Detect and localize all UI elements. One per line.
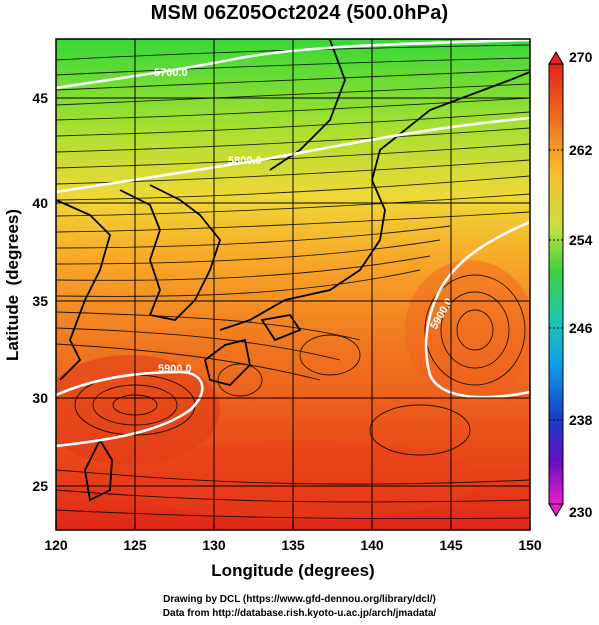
colorbar-tick: 270 <box>569 49 593 65</box>
y-tick-label: 45 <box>32 90 48 106</box>
colorbar-tick: 230 <box>569 504 593 520</box>
x-tick-label: 120 <box>44 537 68 553</box>
credit-data: Data from http://database.rish.kyoto-u.a… <box>162 608 437 619</box>
height-contours <box>56 39 530 448</box>
chart-title: MSM 06Z05Oct2024 (500.0hPa) <box>150 2 449 24</box>
colorbar-tick: 262 <box>569 142 593 158</box>
y-tick-label: 35 <box>32 293 48 309</box>
contour-label: 5800.0 <box>228 155 262 167</box>
x-tick-label: 135 <box>281 537 305 553</box>
colorbar-tick: 254 <box>569 232 593 248</box>
x-axis-label: Longitude (degrees) <box>211 561 374 580</box>
colorbar-tick: 246 <box>569 320 593 336</box>
x-tick-label: 145 <box>439 537 463 553</box>
y-tick-label: 25 <box>32 478 48 494</box>
y-axis-label: Latitude (degrees) <box>3 209 22 361</box>
x-tick-label: 150 <box>518 537 542 553</box>
y-tick-label: 30 <box>32 390 48 406</box>
contour-label: 5700.0 <box>154 67 188 79</box>
credit-drawing: Drawing by DCL (https://www.gfd-dennou.o… <box>163 594 436 605</box>
x-tick-label: 125 <box>123 537 147 553</box>
contour-label: 5900.0 <box>158 363 192 375</box>
y-tick-label: 40 <box>32 195 48 211</box>
colorbar: 270 262 254 246 238 230 <box>548 49 593 520</box>
x-tick-label: 130 <box>202 537 226 553</box>
wind-streamlines <box>56 44 530 519</box>
colorbar-tick: 238 <box>569 412 593 428</box>
x-tick-label: 140 <box>360 537 384 553</box>
map-grid <box>56 39 530 530</box>
